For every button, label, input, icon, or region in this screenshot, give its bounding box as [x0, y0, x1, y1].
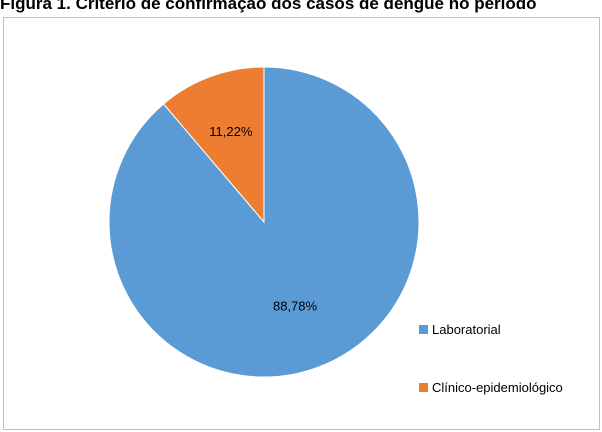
chart-legend: Laboratorial Clínico-epidemiológico — [419, 322, 563, 395]
pie-slice-2 — [162, 66, 265, 224]
legend-label-2: Clínico-epidemiológico — [432, 380, 563, 395]
legend-label-1: Laboratorial — [432, 322, 501, 337]
pie-slices — [108, 66, 420, 378]
pie-labels: 88,78% 11,22% — [209, 124, 317, 314]
figure-caption: Figura 1. Critério de confirmação dos ca… — [0, 0, 537, 13]
legend-swatch-1 — [419, 325, 428, 334]
legend-swatch-2 — [419, 383, 428, 392]
pie-data-label-2: 11,22% — [209, 124, 253, 139]
pie-data-label-1: 88,78% — [273, 298, 318, 313]
